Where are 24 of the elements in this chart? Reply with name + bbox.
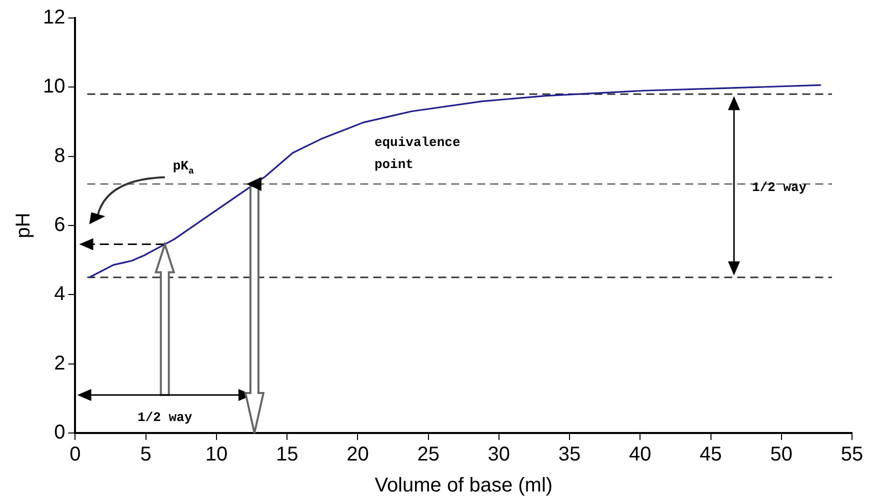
x-tick-label: 20 (346, 444, 369, 466)
x-tick-label: 10 (205, 444, 228, 466)
annotation: equivalence point (374, 135, 460, 172)
x-tick-label: 15 (276, 444, 298, 466)
x-axis-title: Volume of base (ml) (374, 474, 553, 497)
x-tick-label: 45 (700, 444, 722, 466)
x-tick-label: 25 (417, 444, 440, 466)
x-tick-label: 35 (558, 444, 581, 466)
y-tick-label: 2 (54, 352, 66, 374)
x-tick-label: 0 (70, 444, 81, 466)
y-tick-label: 0 (54, 422, 66, 444)
y-tick-label: 4 (54, 283, 66, 306)
x-tick-label: 30 (488, 444, 510, 466)
y-tick-label: 8 (54, 144, 66, 167)
y-tick-label: 10 (42, 76, 66, 98)
x-tick-label: 55 (840, 444, 864, 466)
x-tick-label: 5 (140, 444, 152, 466)
annotation: 1/2 way (752, 180, 807, 195)
x-tick-label: 40 (629, 444, 652, 466)
annotation: 1/2 way (138, 410, 192, 425)
y-axis-title: pH (12, 212, 35, 238)
x-tick-label: 50 (770, 444, 793, 466)
y-tick-label: 12 (42, 6, 66, 29)
y-tick-label: 6 (54, 214, 66, 236)
